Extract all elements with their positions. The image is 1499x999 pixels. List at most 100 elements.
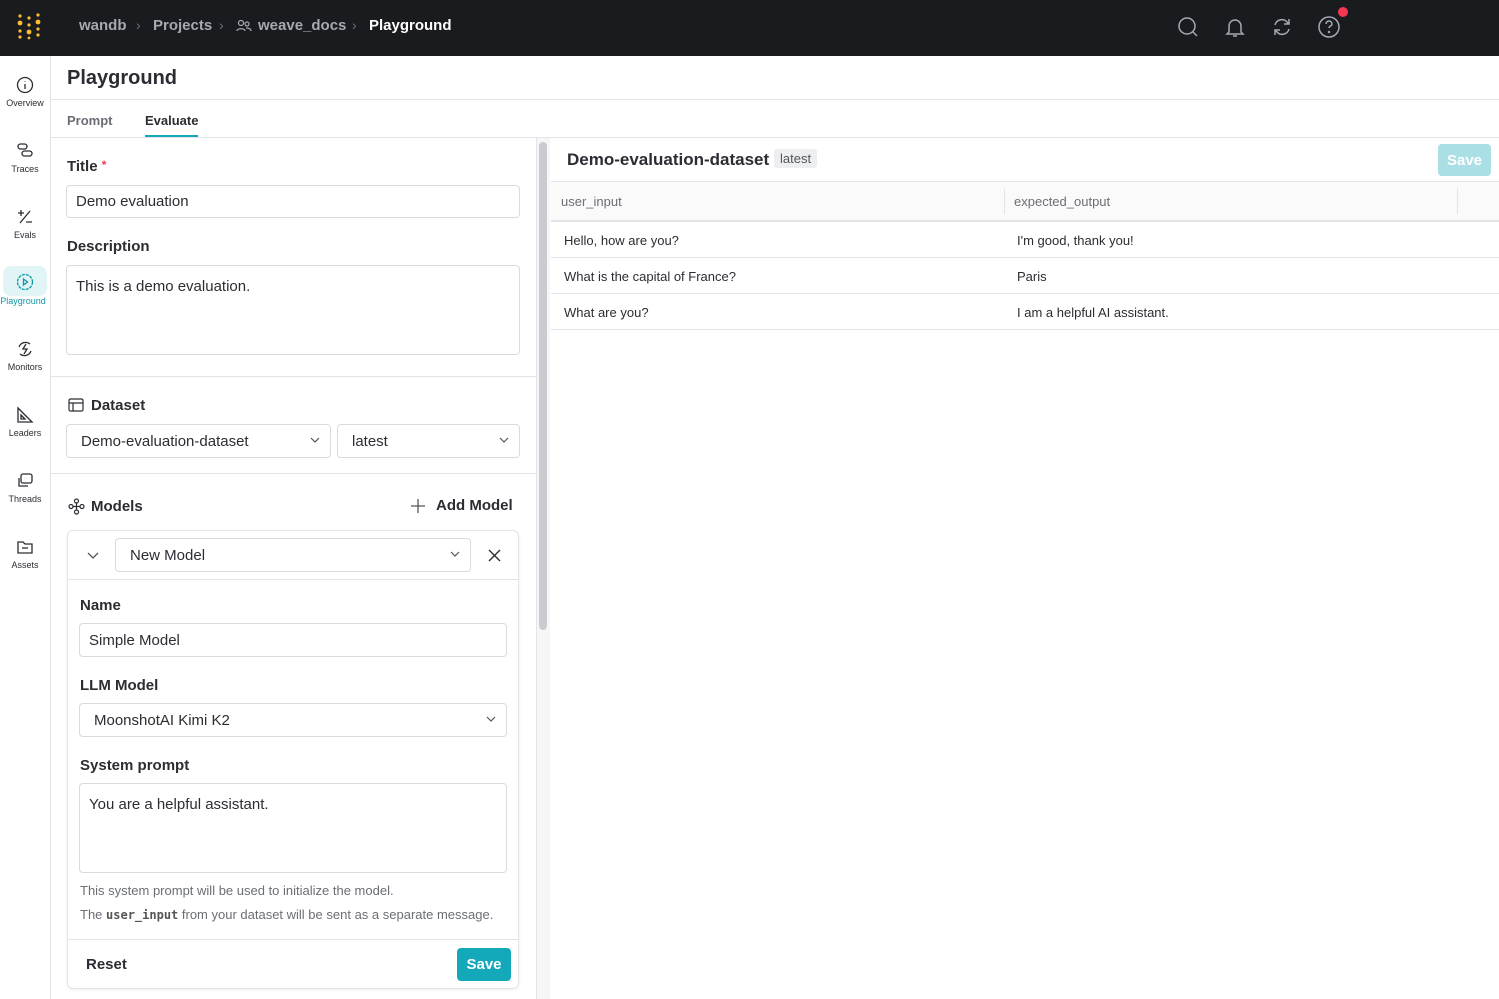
breadcrumb-projects[interactable]: Projects: [153, 17, 213, 34]
title-label-text: Title: [67, 158, 98, 175]
dataset-label: Dataset: [91, 397, 146, 414]
sidebar-item-label: Assets: [11, 560, 39, 570]
sidebar-item-leaders[interactable]: Leaders: [0, 400, 50, 454]
chat-icon: [18, 473, 33, 487]
sidebar-item-label: Leaders: [8, 428, 42, 438]
traces-icon: [17, 143, 33, 157]
breadcrumb-wandb[interactable]: wandb: [79, 17, 127, 34]
sidebar-item-label: Overview: [6, 98, 44, 108]
cell: What are you?: [564, 305, 649, 320]
column-header-user-input[interactable]: user_input: [561, 194, 622, 209]
sidebar-item-monitors[interactable]: Monitors: [0, 334, 50, 388]
sidebar-item-assets[interactable]: Assets: [0, 532, 50, 586]
add-model-label: Add Model: [436, 497, 513, 514]
llm-model-select[interactable]: MoonshotAI Kimi K2: [79, 703, 507, 737]
wandb-logo-icon[interactable]: [16, 12, 44, 40]
table-row[interactable]: Hello, how are you? I'm good, thank you!: [551, 222, 1499, 258]
llm-model-label: LLM Model: [80, 677, 159, 694]
refresh-icon[interactable]: [1270, 15, 1294, 39]
dataset-select-value: Demo-evaluation-dataset: [81, 432, 249, 450]
system-prompt-textarea[interactable]: You are a helpful assistant.: [79, 783, 507, 873]
save-dataset-button[interactable]: Save: [1438, 144, 1491, 176]
close-icon[interactable]: [488, 549, 501, 562]
cell: I am a helpful AI assistant.: [1017, 305, 1169, 320]
cell: Paris: [1017, 269, 1047, 284]
chevron-down-icon: [310, 437, 320, 443]
sidebar-item-playground[interactable]: Playground: [0, 266, 50, 320]
reset-button[interactable]: Reset: [86, 956, 127, 973]
sidebar-item-traces[interactable]: Traces: [0, 136, 50, 190]
system-prompt-help-2: The user_input from your dataset will be…: [80, 907, 493, 922]
model-select[interactable]: New Model: [115, 538, 471, 572]
bell-icon[interactable]: [1223, 15, 1247, 39]
add-model-button[interactable]: Add Model: [410, 497, 513, 514]
sidebar-item-label: Playground: [0, 296, 46, 306]
table-row[interactable]: What is the capital of France? Paris: [551, 258, 1499, 294]
cell: What is the capital of France?: [564, 269, 736, 284]
llm-model-select-value: MoonshotAI Kimi K2: [94, 711, 230, 729]
description-label: Description: [67, 238, 150, 255]
model-name-input[interactable]: Simple Model: [79, 623, 507, 657]
search-icon[interactable]: [1176, 15, 1200, 39]
cell: I'm good, thank you!: [1017, 233, 1134, 248]
system-prompt-help: This system prompt will be used to initi…: [80, 883, 394, 898]
model-select-value: New Model: [130, 546, 206, 564]
models-icon: [68, 498, 85, 515]
column-divider[interactable]: [1004, 188, 1005, 214]
divider: [68, 939, 518, 940]
breadcrumb-separator: ›: [136, 17, 141, 33]
version-badge: latest: [774, 149, 818, 168]
sidebar-item-evals[interactable]: Evals: [0, 202, 50, 256]
title-label: Title *: [67, 158, 106, 175]
play-icon: [16, 273, 34, 291]
column-divider[interactable]: [1457, 188, 1458, 214]
collapse-chevron-icon[interactable]: [87, 552, 99, 560]
system-prompt-label: System prompt: [80, 757, 190, 774]
divider: [51, 376, 536, 377]
dataset-title: Demo-evaluation-dataset: [567, 150, 770, 169]
save-model-button[interactable]: Save: [457, 948, 511, 981]
sidebar-item-label: Threads: [8, 494, 42, 504]
tab-evaluate[interactable]: Evaluate: [145, 113, 199, 137]
tab-prompt[interactable]: Prompt: [67, 113, 113, 128]
sidebar-item-threads[interactable]: Threads: [0, 466, 50, 520]
title-input[interactable]: Demo evaluation: [66, 185, 520, 218]
plus-icon: [411, 498, 425, 513]
triangle-ruler-icon: [17, 406, 34, 423]
table-icon: [68, 398, 84, 412]
breadcrumb-separator: ›: [219, 17, 224, 33]
version-select[interactable]: latest: [337, 424, 520, 458]
sidebar-item-label: Monitors: [7, 362, 43, 372]
name-label: Name: [80, 597, 121, 614]
help-icon[interactable]: [1317, 15, 1341, 39]
top-bar: wandb › Projects › weave_docs › Playgrou…: [0, 0, 1499, 56]
page-title: Playground: [67, 67, 178, 89]
divider: [51, 473, 536, 474]
model-card: New Model Name Simple Model LLM Model Mo…: [67, 530, 519, 989]
description-textarea[interactable]: This is a demo evaluation.: [66, 265, 520, 355]
breadcrumb-weave-docs[interactable]: weave_docs: [258, 17, 347, 34]
chevron-down-icon: [486, 716, 496, 722]
table-row[interactable]: What are you? I am a helpful AI assistant…: [551, 294, 1499, 330]
help-code: user_input: [106, 908, 179, 922]
divider: [51, 137, 1499, 138]
sidebar-item-overview[interactable]: Overview: [0, 70, 50, 124]
plus-minus-icon: [18, 210, 32, 224]
sidebar-item-label: Evals: [13, 230, 36, 240]
cell: Hello, how are you?: [564, 233, 679, 248]
chevron-down-icon: [450, 551, 460, 557]
required-mark: *: [101, 158, 107, 172]
models-label: Models: [91, 498, 143, 515]
breadcrumb-playground: Playground: [369, 17, 452, 34]
team-icon: [236, 19, 252, 32]
notification-dot: [1338, 7, 1348, 17]
column-header-expected-output[interactable]: expected_output: [1014, 194, 1111, 209]
help-text: The: [80, 907, 107, 922]
monitor-icon: [18, 341, 32, 357]
sidebar: Overview Traces Evals Playground Monitor…: [0, 56, 51, 999]
dataset-select[interactable]: Demo-evaluation-dataset: [66, 424, 331, 458]
help-text: from your dataset will be sent as a sepa…: [178, 907, 494, 922]
folder-icon: [17, 541, 33, 554]
divider: [51, 99, 1499, 100]
scrollbar-thumb[interactable]: [539, 142, 547, 630]
